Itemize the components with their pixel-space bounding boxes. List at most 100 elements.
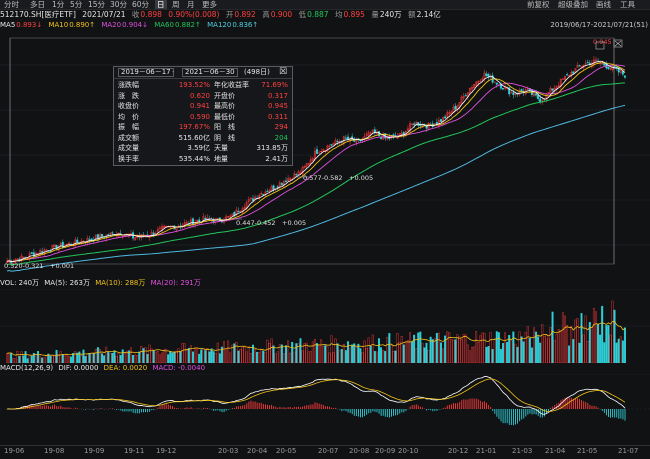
period-tab-5min[interactable]: 5分 — [68, 0, 84, 9]
volume-bar — [134, 355, 136, 363]
period-tab-30min[interactable]: 30分 — [108, 0, 129, 9]
period-tab-month[interactable]: 月 — [185, 0, 197, 9]
candle — [552, 89, 554, 91]
volume-bar — [213, 351, 215, 363]
period-tab-more[interactable]: 更多 — [200, 0, 219, 9]
vol-value: 240万 — [380, 10, 402, 19]
macd-bar — [381, 409, 382, 416]
macd-bar — [509, 409, 510, 425]
price-chart[interactable]: 0.577-0.582 +0.005 0.447-0.452 +0.005 0.… — [0, 30, 650, 276]
adjust-button[interactable]: 前复权 — [527, 0, 550, 9]
volume-bar — [484, 333, 486, 363]
macd-bar — [46, 405, 47, 409]
date-axis-label: 21-05 — [577, 447, 597, 455]
date-axis-label: 19-11 — [124, 447, 144, 455]
toolbar: 分时 多日 1分 5分 15分 30分 60分 日 周 月 更多 前复权 超级叠… — [0, 0, 650, 10]
volume-bar — [130, 348, 132, 363]
candle — [262, 194, 264, 195]
stats-header: 2019－06－17 - 2021－06－30 (498日) ☒ — [114, 67, 292, 79]
macd-bar — [164, 404, 165, 409]
end-date-field[interactable]: 2021－06－30 — [182, 68, 238, 77]
volume-bar — [68, 356, 70, 363]
date-axis-label: 21-01 — [476, 447, 496, 455]
candle — [488, 74, 490, 76]
ma5-value: 0.893↓ — [16, 21, 42, 29]
volume-bar — [21, 352, 23, 363]
volume-bar — [360, 348, 362, 363]
volume-bar — [523, 342, 525, 363]
macd-bar — [42, 406, 43, 409]
volume-bar — [471, 347, 473, 363]
start-date-field[interactable]: 2019－06－17 — [118, 68, 174, 77]
volume-bar — [395, 351, 397, 363]
period-tab-60min[interactable]: 60分 — [130, 0, 151, 9]
volume-bar — [161, 353, 163, 363]
macd-bar — [158, 408, 159, 409]
draw-button[interactable]: 画线 — [596, 0, 611, 9]
macd-bar — [149, 409, 150, 412]
period-tab-15min[interactable]: 15分 — [86, 0, 107, 9]
period-tab-intraday[interactable]: 分时 — [2, 0, 21, 9]
tools-button[interactable]: 工具 — [620, 0, 635, 9]
macd-bar — [242, 406, 243, 409]
volume-bar — [413, 335, 415, 363]
ma20-value: 0.904↓ — [122, 21, 148, 29]
volume-bar — [91, 353, 93, 363]
period-tab-multiday[interactable]: 多日 — [28, 0, 47, 9]
macd-bar — [310, 405, 311, 409]
macd-bar — [484, 401, 485, 409]
volume-bar — [440, 343, 442, 363]
volume-bar — [541, 324, 543, 363]
macd-bar — [503, 409, 504, 423]
macd-bar — [145, 409, 146, 412]
volume-bar — [479, 336, 481, 363]
overlay-button[interactable]: 超级叠加 — [558, 0, 588, 9]
stats-value: 0.311 — [268, 112, 288, 122]
macd-bar — [279, 407, 280, 409]
volume-bar — [186, 349, 188, 363]
volume-bar — [587, 341, 589, 363]
period-tab-day[interactable]: 日 — [155, 0, 167, 9]
volume-bar — [434, 339, 436, 363]
date-axis-label: 20-07 — [318, 447, 338, 455]
macd-bar — [364, 409, 365, 416]
macd-bar — [377, 409, 378, 412]
volume-bar — [558, 329, 560, 363]
period-tab-1min[interactable]: 1分 — [50, 0, 66, 9]
macd-bar — [550, 408, 551, 409]
volume-bar — [515, 344, 517, 363]
macd-bar — [414, 405, 415, 409]
period-tab-week[interactable]: 周 — [170, 0, 182, 9]
macd-bar — [430, 409, 431, 410]
stats-label: 涨跌幅 — [118, 80, 139, 90]
security-name: 512170.SH[医疗ETF] — [0, 10, 76, 19]
macd-bar — [527, 409, 528, 415]
macd-bar — [360, 409, 361, 417]
volume-bar — [291, 342, 293, 363]
volume-bar — [70, 357, 72, 363]
macd-bar — [261, 403, 262, 409]
macd-bar — [135, 409, 136, 413]
macd-chart[interactable] — [0, 374, 650, 444]
macd-bar — [298, 407, 299, 409]
volume-bar — [597, 324, 599, 363]
macd-bar — [538, 409, 539, 416]
stats-value: 0.941 — [190, 101, 210, 111]
volume-bar — [260, 349, 262, 363]
volume-bar — [122, 350, 124, 363]
volume-bar — [378, 338, 380, 363]
volume-bar — [116, 356, 118, 363]
volume-bar — [17, 351, 19, 363]
volume-bar — [205, 350, 207, 363]
candle — [436, 122, 438, 124]
volume-chart[interactable] — [0, 289, 650, 363]
close-icon[interactable]: ☒ — [279, 68, 287, 77]
macd-bar — [581, 400, 582, 409]
volume-bar — [603, 342, 605, 363]
volume-bar — [498, 332, 500, 363]
volume-bar — [324, 346, 326, 363]
volume-bar — [364, 341, 366, 363]
volume-bar — [27, 359, 29, 363]
candle — [496, 83, 498, 84]
date-axis-label: 20-09 — [375, 447, 395, 455]
